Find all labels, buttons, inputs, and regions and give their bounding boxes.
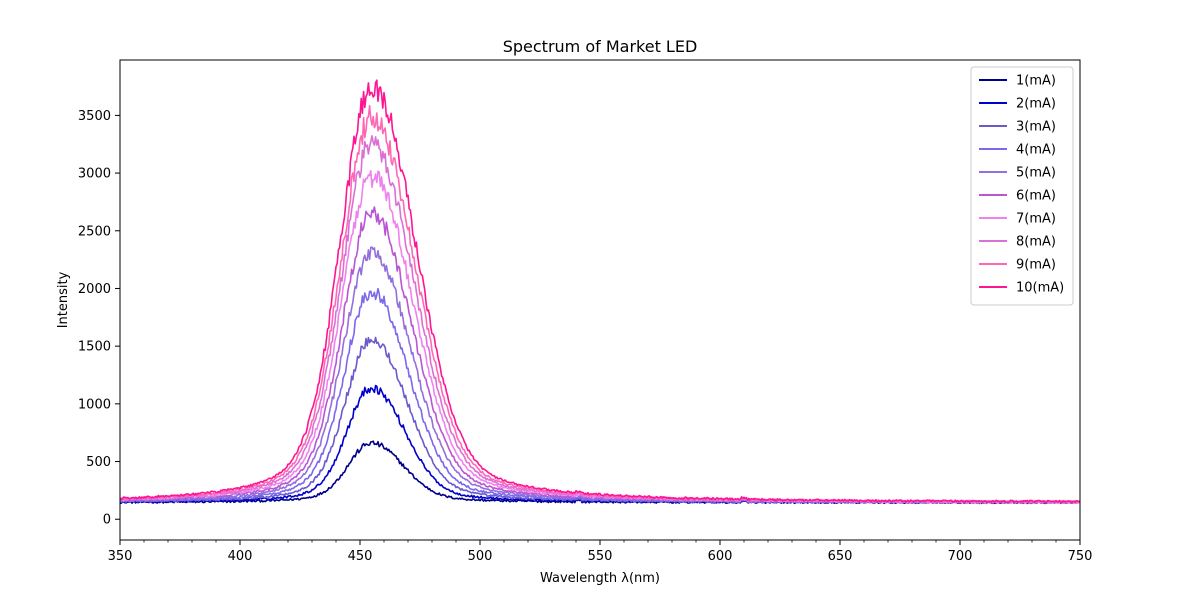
x-tick-label-600: 600 <box>708 549 733 564</box>
legend-label-7: 7(mA) <box>1016 212 1056 227</box>
legend-label-6: 6(mA) <box>1016 189 1056 204</box>
legend-label-10: 10(mA) <box>1016 281 1064 296</box>
x-tick-label-750: 750 <box>1068 549 1093 564</box>
series-layer <box>119 79 1081 505</box>
series-line-6 <box>119 206 1081 504</box>
series-line-5 <box>119 246 1081 504</box>
plot-frame <box>119 59 1081 541</box>
legend-label-5: 5(mA) <box>1016 166 1056 181</box>
x-tick-label-350: 350 <box>108 549 133 564</box>
legend-label-1: 1(mA) <box>1016 74 1056 89</box>
x-axis: 350 400 450 500 550 600 650 700 750 <box>108 540 1093 564</box>
y-tick-label-500: 500 <box>86 455 111 470</box>
series-line-4 <box>119 287 1081 504</box>
y-tick-label-0: 0 <box>103 513 111 528</box>
legend-label-8: 8(mA) <box>1016 235 1056 250</box>
series-line-9 <box>119 104 1081 504</box>
x-tick-label-400: 400 <box>228 549 253 564</box>
legend-label-3: 3(mA) <box>1016 120 1056 135</box>
legend-label-2: 2(mA) <box>1016 97 1056 112</box>
x-tick-label-550: 550 <box>588 549 613 564</box>
x-tick-label-450: 450 <box>348 549 373 564</box>
series-line-3 <box>119 336 1081 505</box>
legend: 1(mA) 2(mA) 3(mA) 4(mA) 5(mA) 6(mA) 7(mA) 8(mA)… <box>970 66 1074 306</box>
y-axis-label: Intensity <box>56 271 71 328</box>
legend-label-4: 4(mA) <box>1016 143 1056 158</box>
x-axis-label: Wavelength λ(nm) <box>540 571 660 586</box>
y-tick-label-1000: 1000 <box>78 397 111 412</box>
series-line-7 <box>119 170 1081 504</box>
y-tick-label-3500: 3500 <box>78 109 111 124</box>
y-axis: 0 500 1000 1500 2000 2500 3000 3500 <box>78 109 120 528</box>
legend-label-9: 9(mA) <box>1016 258 1056 273</box>
y-tick-label-2000: 2000 <box>78 282 111 297</box>
series-line-10 <box>119 79 1081 504</box>
y-tick-label-3000: 3000 <box>78 167 111 182</box>
x-tick-label-500: 500 <box>468 549 493 564</box>
y-tick-label-2500: 2500 <box>78 224 111 239</box>
x-tick-label-700: 700 <box>948 549 973 564</box>
x-tick-label-650: 650 <box>828 549 853 564</box>
chart-title: Spectrum of Market LED <box>503 37 698 56</box>
series-line-8 <box>119 135 1081 504</box>
y-tick-label-1500: 1500 <box>78 340 111 355</box>
